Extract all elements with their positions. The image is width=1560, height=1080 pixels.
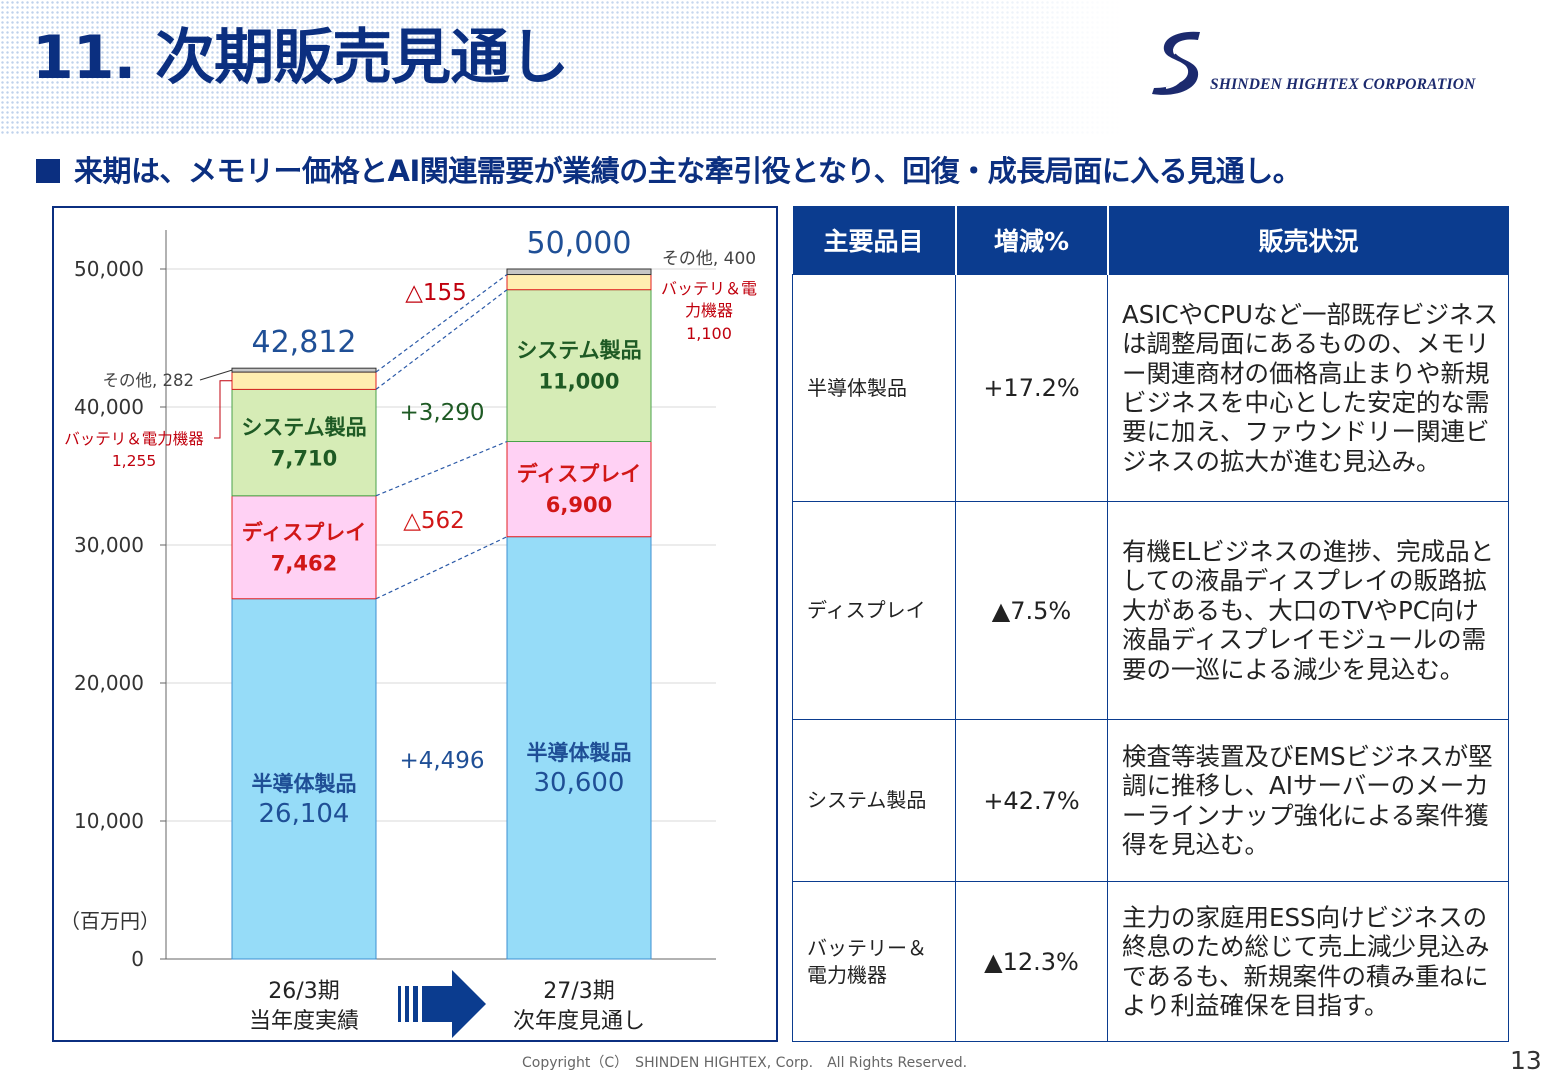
connector-line <box>375 536 508 600</box>
battery-callout-label: バッテリ＆電力機器 <box>64 430 204 448</box>
row-change: +42.7% <box>955 719 1108 882</box>
sales-chart: 0 10,000 20,000 30,000 40,000 50,000 （百万円） 半導体製… <box>52 206 778 1042</box>
bar-segment <box>231 388 377 497</box>
change-label: +3,290 <box>399 400 484 426</box>
x-tick-label: 次年度見通し <box>513 1009 645 1034</box>
bar-segment <box>231 367 377 373</box>
row-category: バッテリー＆電力機器 <box>792 881 956 1042</box>
total-label: 42,812 <box>252 325 357 360</box>
x-tick-label: 27/3期 <box>543 979 614 1004</box>
row-change: ▲12.3% <box>955 881 1108 1042</box>
bar-segment <box>506 274 652 291</box>
bar-segment <box>506 289 652 442</box>
change-label: △562 <box>403 508 465 534</box>
total-label: 50,000 <box>527 226 632 261</box>
battery-callout-value: 1,100 <box>686 324 732 343</box>
segment-name-label: ディスプレイ <box>242 520 367 544</box>
header-status: 販売状況 <box>1106 206 1509 275</box>
data-label: 30,600 <box>534 768 625 798</box>
segment-name-label: 半導体製品 <box>252 772 357 796</box>
table-row: システム製品 +42.7% 検査等装置及びEMSビジネスが堅調に推移し、AIサー… <box>792 719 1509 882</box>
x-tick-label: 当年度実績 <box>249 1009 359 1034</box>
company-name: SHINDEN HIGHTEX CORPORATION <box>1210 76 1476 93</box>
callout-line <box>199 369 233 381</box>
data-label: 7,462 <box>271 551 337 575</box>
change-label: +4,496 <box>399 748 484 774</box>
bar-segment <box>231 495 377 600</box>
bar-segment <box>231 598 377 960</box>
unit-label: （百万円） <box>60 909 160 933</box>
bar-segment <box>231 371 377 390</box>
subtitle: 来期は、メモリー価格とAI関連需要が業績の主な牽引役となり、回復・成長局面に入る… <box>36 148 1302 190</box>
data-label: 11,000 <box>538 370 619 394</box>
row-change: ▲7.5% <box>955 501 1108 720</box>
header-item: 主要品目 <box>792 206 956 275</box>
change-label: △155 <box>405 280 467 306</box>
table-row: バッテリー＆電力機器 ▲12.3% 主力の家庭用ESS向けビジネスの終息のため総… <box>792 881 1509 1042</box>
data-label: 26,104 <box>259 799 350 829</box>
bar-segment <box>506 268 652 276</box>
y-tick-label: 20,000 <box>74 671 144 695</box>
row-status: 検査等装置及びEMSビジネスが堅調に推移し、AIサーバーのメーカーラインナップ強… <box>1107 719 1509 882</box>
bar-segment <box>506 441 652 538</box>
data-label: 7,710 <box>271 447 337 471</box>
table-header-row: 主要品目 増減% 販売状況 <box>792 206 1509 275</box>
page-number: 13 <box>1510 1046 1542 1075</box>
battery-callout-value: 1,255 <box>112 452 156 470</box>
company-logo: SHINDEN HIGHTEX CORPORATION <box>1148 28 1528 100</box>
other-callout-label: その他, 282 <box>103 371 194 390</box>
stacked-bar-chart: 0 10,000 20,000 30,000 40,000 50,000 （百万円） 半導体製… <box>60 226 757 1038</box>
segment-name-label: ディスプレイ <box>517 462 642 486</box>
x-tick-label: 26/3期 <box>268 979 339 1004</box>
table-row: 半導体製品 +17.2% ASICやCPUなど一部既存ビジネスは調整局面にあるも… <box>792 274 1509 502</box>
connector-line <box>375 440 508 497</box>
bar-segment <box>506 536 652 960</box>
data-label: 6,900 <box>546 493 612 517</box>
other-callout-label: その他, 400 <box>662 249 756 269</box>
y-tick-label: 10,000 <box>74 809 144 833</box>
y-tick-label: 30,000 <box>74 533 144 557</box>
sales-status-table: 主要品目 増減% 販売状況 半導体製品 +17.2% ASICやCPUなど一部既… <box>792 206 1509 1042</box>
logo-mark-icon <box>1152 31 1200 95</box>
row-change: +17.2% <box>955 274 1108 502</box>
row-category: システム製品 <box>792 719 956 882</box>
battery-callout-label: 力機器 <box>685 301 733 320</box>
bullet-square-icon <box>36 159 60 183</box>
table-row: ディスプレイ ▲7.5% 有機ELビジネスの進捗、完成品としての液晶ディスプレイ… <box>792 501 1509 720</box>
header-change: 増減% <box>954 206 1108 275</box>
y-tick-label: 40,000 <box>74 395 144 419</box>
page-title: 11. 次期販売見通し <box>32 23 569 93</box>
segment-name-label: システム製品 <box>516 339 641 363</box>
y-tick-label: 0 <box>131 947 144 971</box>
next-period-arrow-icon <box>398 970 486 1038</box>
row-category: 半導体製品 <box>792 274 956 502</box>
segment-name-label: システム製品 <box>241 416 366 440</box>
row-status: ASICやCPUなど一部既存ビジネスは調整局面にあるものの、メモリー関連商材の価… <box>1107 274 1509 502</box>
callout-line <box>214 380 232 439</box>
row-status: 主力の家庭用ESS向けビジネスの終息のため総じて売上減少見込みであるも、新規案件… <box>1107 881 1509 1042</box>
copyright-footer: Copyright（C） SHINDEN HIGHTEX, Corp. All … <box>522 1055 968 1071</box>
connector-line <box>375 274 508 373</box>
battery-callout-label: バッテリ＆電 <box>661 279 757 298</box>
row-status: 有機ELビジネスの進捗、完成品としての液晶ディスプレイの販路拡大があるも、大口の… <box>1107 501 1509 720</box>
row-category: ディスプレイ <box>792 501 956 720</box>
y-tick-label: 50,000 <box>74 257 144 281</box>
segment-name-label: 半導体製品 <box>527 741 632 765</box>
